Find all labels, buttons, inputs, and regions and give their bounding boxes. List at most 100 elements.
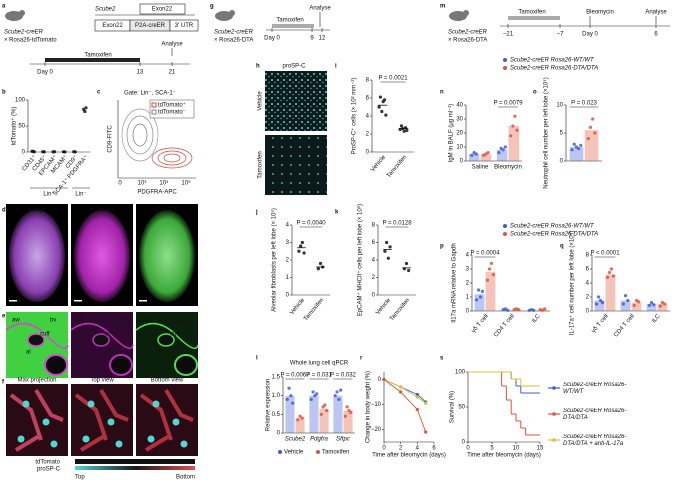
series-line bbox=[383, 379, 426, 404]
y-tick-label: 0 bbox=[560, 159, 564, 165]
data-point bbox=[647, 303, 651, 307]
y-axis-label: ProSP-C⁺ cells (× 10² mm⁻²) bbox=[351, 78, 358, 155]
exon-box bbox=[139, 3, 186, 15]
y-tick-label: 2 bbox=[372, 275, 376, 281]
mouse-icon bbox=[463, 10, 469, 16]
panel-letter: e bbox=[2, 314, 6, 320]
y-axis-label: Relative expression bbox=[266, 379, 272, 431]
data-point bbox=[84, 106, 88, 110]
lung-lobe bbox=[139, 210, 195, 302]
depth-bar bbox=[75, 459, 195, 464]
bar bbox=[480, 154, 492, 161]
contour bbox=[157, 150, 187, 166]
group-label: Lin⁺ bbox=[43, 191, 54, 198]
y-tick-label: 3 bbox=[286, 240, 290, 246]
data-point bbox=[424, 430, 428, 434]
label: Gate: Lin⁻, SCA-1⁻ bbox=[124, 91, 176, 97]
legend-label: Scube2-creER Rosa26-DTA/DTA bbox=[510, 232, 598, 238]
y-tick-label: 1.0 bbox=[272, 393, 281, 399]
data-point bbox=[485, 278, 490, 282]
label: cuff bbox=[115, 318, 125, 324]
data-point bbox=[623, 294, 628, 298]
label: Merge bbox=[28, 208, 46, 214]
panel-letter: g bbox=[210, 4, 214, 10]
y-axis-label: Survival (%) bbox=[450, 391, 456, 423]
label: × Rosa26-DTA bbox=[214, 38, 253, 44]
data-point bbox=[543, 307, 547, 311]
x-tick-label: 10 bbox=[513, 446, 520, 452]
data-point bbox=[399, 390, 403, 394]
x-tick-label: 10⁴ bbox=[159, 180, 169, 187]
data-point bbox=[470, 153, 474, 157]
data-point bbox=[513, 114, 517, 118]
label: Max projection bbox=[17, 378, 56, 384]
data-point bbox=[386, 256, 390, 260]
legend-entry: Scube2-creER Rosa26-WT/WT bbox=[563, 382, 626, 395]
label: bv bbox=[77, 318, 83, 324]
tissue bbox=[5, 322, 69, 350]
panel-letter: l bbox=[256, 356, 258, 362]
panel-letter: d bbox=[2, 208, 6, 214]
data-point bbox=[586, 137, 590, 141]
y-axis-label: IL-17a⁺ cell number per left lobe (×10⁴) bbox=[569, 231, 576, 335]
y-tick-label: 0.5 bbox=[272, 412, 281, 418]
panel-letter: f bbox=[2, 380, 5, 386]
data-point bbox=[403, 126, 408, 130]
category-label: ILC bbox=[651, 313, 662, 325]
airway bbox=[174, 354, 198, 376]
label: Vehicle bbox=[258, 91, 264, 111]
legend-swatch bbox=[151, 109, 157, 115]
data-point bbox=[291, 401, 295, 405]
y-tick-label: 0 bbox=[462, 440, 466, 446]
data-point bbox=[487, 267, 492, 271]
data-point bbox=[300, 416, 304, 420]
category-label: Vehicle bbox=[375, 297, 392, 316]
data-point bbox=[398, 127, 402, 132]
panel-letter: h bbox=[256, 64, 260, 70]
data-point bbox=[378, 95, 383, 99]
label: Day 0 bbox=[37, 70, 53, 76]
category-label: γδ T cell bbox=[471, 313, 490, 334]
label: Exon22 bbox=[102, 23, 123, 29]
category-label: ILC bbox=[531, 313, 542, 325]
label: Tamoxifen bbox=[258, 151, 264, 178]
mouse-icon bbox=[215, 11, 233, 21]
data-point bbox=[339, 388, 343, 392]
y-tick-label: 40 bbox=[456, 103, 463, 109]
label: al bbox=[156, 350, 161, 356]
bar bbox=[646, 304, 657, 311]
label: P2A-creER bbox=[135, 23, 166, 29]
y-tick-label: 6 bbox=[372, 240, 376, 246]
bar bbox=[343, 410, 353, 433]
data-point bbox=[405, 128, 409, 132]
x-tick-label: 5 bbox=[490, 446, 494, 452]
contour bbox=[163, 153, 181, 163]
bar bbox=[594, 300, 605, 311]
contour bbox=[126, 115, 154, 155]
legend-label: Scube2-creER Rosa26-DTA/DTA + anti-IL-17… bbox=[563, 434, 627, 447]
legend-label: Tamoxifen bbox=[322, 450, 349, 456]
category-label: Bleomycin bbox=[494, 165, 522, 171]
legend-entry: Scube2-creER Rosa26-DTA/DTA + anti-IL-17… bbox=[563, 434, 627, 447]
data-point bbox=[285, 397, 289, 401]
data-point bbox=[501, 148, 505, 152]
y-tick-label: 6 bbox=[586, 267, 590, 273]
legend-marker bbox=[552, 438, 556, 442]
legend-marker bbox=[278, 450, 282, 454]
y-tick-label: 0 bbox=[372, 293, 376, 299]
label: aw bbox=[50, 358, 58, 364]
label: Scube2-creER bbox=[4, 30, 44, 36]
data-point bbox=[632, 303, 636, 307]
label: Day 0 bbox=[582, 32, 598, 38]
legend-marker bbox=[503, 58, 507, 62]
treatment-bar bbox=[45, 58, 140, 62]
label: Col-GFP bbox=[155, 208, 178, 214]
depth-bar bbox=[75, 466, 195, 470]
data-point bbox=[296, 418, 300, 422]
x-tick-label: 0 bbox=[466, 446, 470, 452]
scale-bar bbox=[74, 300, 82, 302]
data-point bbox=[287, 386, 291, 390]
label: −21 bbox=[503, 32, 514, 38]
mouse-icon bbox=[229, 10, 235, 16]
treatment-bar bbox=[508, 16, 560, 20]
